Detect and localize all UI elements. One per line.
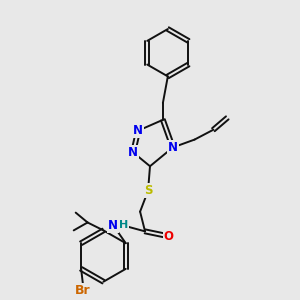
Text: N: N [108,219,118,232]
Text: S: S [144,184,152,197]
Text: O: O [164,230,174,243]
Text: N: N [128,146,138,159]
Text: N: N [168,141,178,154]
Text: N: N [133,124,143,137]
Text: Br: Br [75,284,91,297]
Text: H: H [118,220,128,230]
